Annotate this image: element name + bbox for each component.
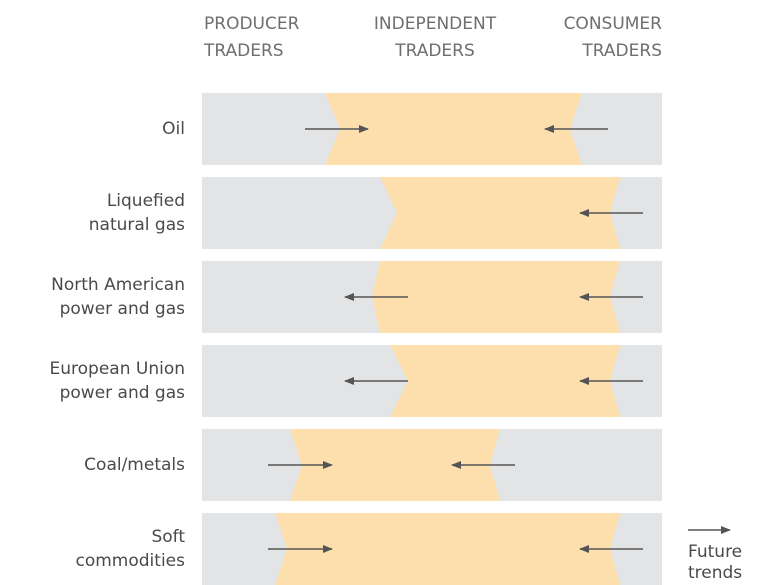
column-header: TRADERS [203, 41, 284, 61]
row-label: Soft [151, 527, 185, 547]
column-header: CONSUMER [564, 14, 663, 34]
independent-zone [372, 261, 620, 333]
independent-zone [325, 93, 582, 165]
row-label: Liquefied [107, 191, 185, 211]
column-header: TRADERS [581, 41, 662, 61]
row-label: Oil [162, 119, 185, 139]
legend-label: Future [688, 542, 742, 562]
row-label: power and gas [60, 299, 186, 319]
column-header: PRODUCER [204, 14, 300, 34]
independent-zone [290, 429, 500, 501]
column-header: TRADERS [394, 41, 475, 61]
column-header: INDEPENDENT [374, 14, 497, 34]
independent-zone [380, 177, 620, 249]
row-label: Coal/metals [84, 455, 185, 475]
independent-zone [390, 345, 620, 417]
independent-zone [275, 513, 620, 585]
legend-label: trends [688, 563, 742, 583]
row-label: commodities [76, 551, 186, 571]
row-label: North American [51, 275, 185, 295]
row-label: European Union [50, 359, 186, 379]
row-label: power and gas [60, 383, 186, 403]
row-label: natural gas [89, 215, 185, 235]
